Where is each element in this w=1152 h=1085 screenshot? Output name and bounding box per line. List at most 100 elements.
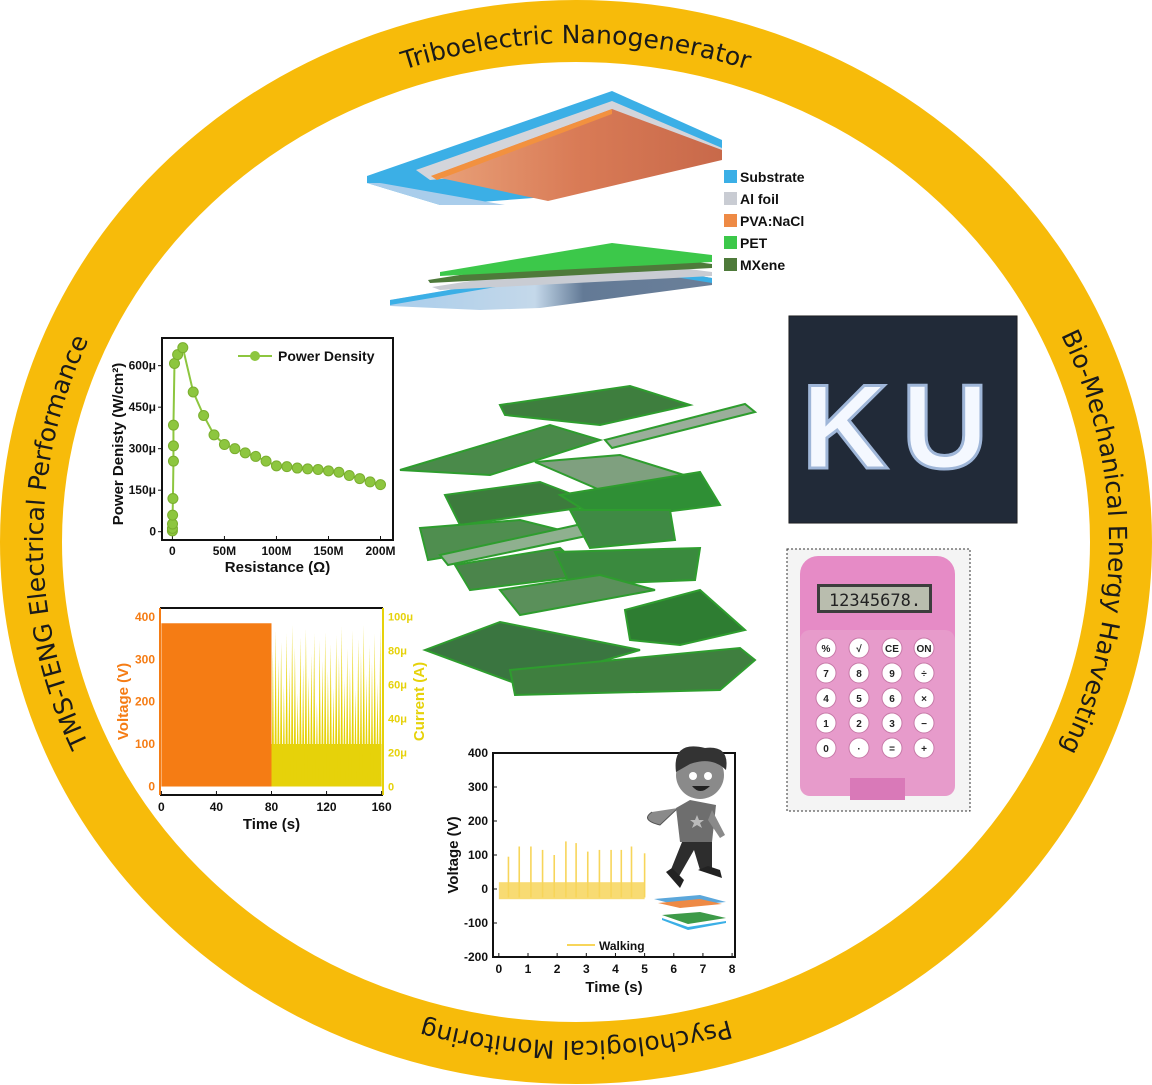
x-axis-label: Time (s) [243,816,300,833]
calculator-key [848,737,870,759]
y-tick-label: 0 [149,525,156,539]
y-tick-label: 100 [468,848,488,862]
x-tick-label: 0 [169,544,176,558]
mxene-flake [623,588,748,647]
calculator-key-label: × [921,694,927,705]
current-peak [301,664,305,787]
x-tick-label: 0 [158,800,165,814]
walking-noise-band [498,882,645,900]
data-point [239,447,251,459]
x-tick-label: 1 [525,962,532,976]
current-peak [304,628,308,787]
y-right-axis-label: Current (A) [411,662,428,741]
mxene-flake [422,620,641,687]
legend-label: PET [740,235,768,251]
voltage-current-chart: 0 40 80 120 160 0 100 200 300 400 0 20μ 40μ 60μ 80μ 100… [115,607,428,833]
current-peak [367,645,371,787]
y-right-tick-label: 40μ [388,714,407,726]
x-tick-label: 200M [365,544,395,558]
led-letter-k: K [802,360,889,494]
calculator-key-label: ÷ [921,669,927,680]
current-peak [376,682,379,787]
y-left-tick-label: 300 [135,652,155,666]
current-peak [332,687,335,787]
y-tick-label: 200 [468,814,488,828]
current-peak [345,648,349,787]
current-peak [299,636,302,787]
y-tick-label: -100 [464,916,488,930]
calculator-key-label: 9 [889,669,895,680]
legend-label: Power Density [278,348,375,364]
data-point [167,492,179,504]
x-tick-label: 50M [213,544,236,558]
calculator-key [815,662,837,684]
y-left-axis-label: Voltage (V) [115,663,132,740]
x-tick-label: 0 [495,962,502,976]
x-tick-label: 160 [372,800,392,814]
current-peak [370,662,374,787]
data-point [208,429,220,441]
current-peak [348,667,352,787]
calculator-key-label: 3 [889,719,895,730]
calculator-key-label: 7 [823,669,829,680]
data-point [167,440,179,452]
data-point [364,476,376,488]
calculator-key-label: √ [856,644,862,655]
x-tick-label: 3 [583,962,590,976]
y-tick-label: 150μ [129,483,156,497]
calculator-key-label: 2 [856,719,862,730]
teng-legend: Substrate Al foil PVA:NaCl PET MXene [724,169,805,273]
calculator-key-label: 4 [823,694,829,705]
calculator-key [913,712,935,734]
x-tick-label: 100M [261,544,291,558]
mxene-flake [498,384,694,427]
calculator-key-label: · [857,744,860,755]
y-left-tick-label: 0 [148,780,155,794]
mxene-flake [498,573,656,617]
legend-label: Walking [599,939,645,953]
x-tick-label: 7 [700,962,707,976]
current-peak [329,643,333,787]
current-peak [307,676,311,787]
data-point [312,463,324,475]
y-right-tick-label: 100μ [388,612,413,624]
current-base [271,744,382,787]
y-tick-label: 0 [481,882,488,896]
calculator-key [881,712,903,734]
current-peak [351,630,355,787]
x-tick-label: 150M [313,544,343,558]
current-peak [373,633,377,787]
calculator-display: 12345678. [829,591,921,611]
current-peak [290,625,294,787]
legend-swatch [724,258,737,271]
top-pva-layer [431,109,722,201]
data-point [260,455,272,467]
x-tick-label: 6 [670,962,677,976]
data-point [354,473,366,485]
calculator-key [815,712,837,734]
calculator-key [848,687,870,709]
data-point [322,465,334,477]
data-point [187,386,199,398]
current-peak [365,674,368,787]
current-peak [312,633,316,787]
x-tick-label: 5 [641,962,648,976]
current-peak [315,701,319,787]
top-pva-edge [431,109,612,180]
calculator-key [913,637,935,659]
current-peak [318,640,322,787]
x-tick-label: 4 [612,962,619,976]
data-point [270,460,282,472]
y-right-tick-label: 80μ [388,646,407,658]
led-letter-u: U [902,360,989,494]
calculator-key-label: 6 [889,694,895,705]
data-point [302,463,314,475]
x-tick-label: 2 [554,962,561,976]
calculator-key [815,737,837,759]
calculator-key [848,712,870,734]
current-peak [293,647,297,787]
x-tick-label: 80 [265,800,279,814]
boy-cartoon [647,746,727,888]
x-axis-label: Time (s) [585,979,642,996]
